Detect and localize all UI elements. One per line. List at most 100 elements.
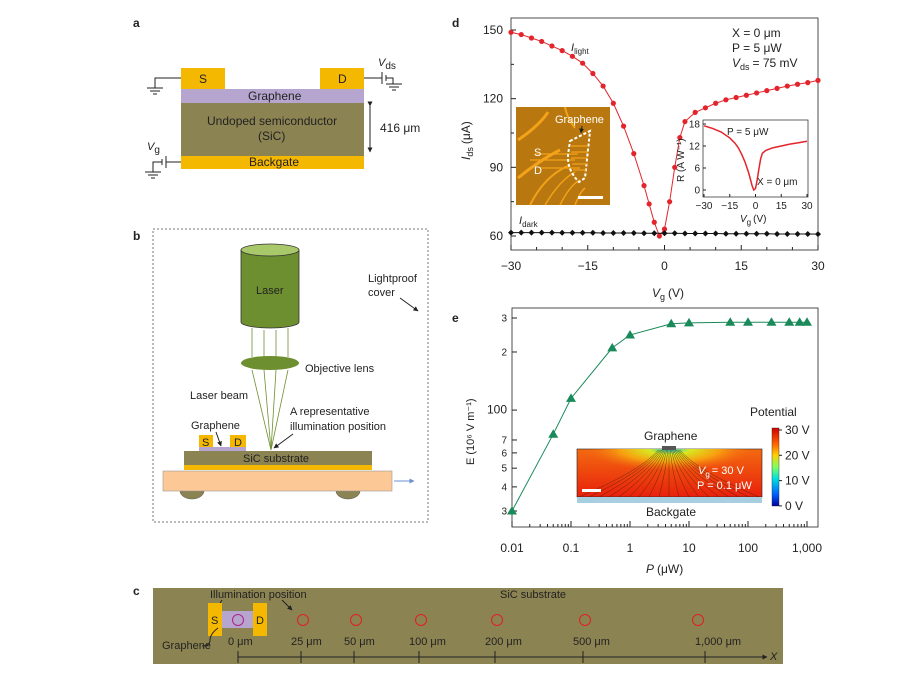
data-point-light <box>794 81 801 87</box>
inset-vg-label: Vg = 30 V <box>698 465 745 479</box>
data-point-dark <box>538 229 545 236</box>
inset-x-tick-label: 30 <box>801 201 813 212</box>
y-axis-label-d: Ids(μA) <box>459 121 475 160</box>
panel-label-c: c <box>133 584 140 598</box>
graphene-c <box>222 611 253 628</box>
illumination-spot <box>297 614 309 626</box>
substrate-label-b: SiC substrate <box>243 453 309 465</box>
inset-y-tick-label: 6 <box>694 164 700 175</box>
colorbar-ticks: 30 V 20 V 10 V 0 V <box>779 423 810 513</box>
data-point-light <box>702 105 709 111</box>
inset-y-label: R (A W⁻¹) <box>676 138 687 182</box>
responsivity-inset-frame <box>702 119 809 198</box>
drain-label-c: D <box>256 615 264 627</box>
illumination-spot <box>579 614 591 626</box>
inset-x-label: Vg (V) <box>740 214 766 227</box>
data-point-dark <box>579 229 586 236</box>
data-point-dark <box>610 230 617 237</box>
illumination-spot <box>692 614 704 626</box>
data-point <box>625 329 635 339</box>
data-point-light <box>559 48 565 54</box>
data-point-light <box>590 70 596 77</box>
data-point-light <box>754 90 760 96</box>
data-point-light <box>713 100 719 106</box>
data-point-dark <box>692 230 699 237</box>
data-point-dark <box>753 230 760 237</box>
field-line <box>671 449 690 498</box>
inset-x-tick-label: 15 <box>776 201 788 212</box>
data-point-light <box>764 88 770 94</box>
data-point-light <box>508 29 514 35</box>
data-point <box>743 317 753 326</box>
y-axis-label-e: E (10⁶ V m⁻¹) <box>465 398 477 465</box>
illumination-spot <box>491 614 503 626</box>
series-label-light: Ilight <box>571 42 590 56</box>
objective-label: Objective lens <box>305 363 375 375</box>
position-label: 50 μm <box>344 636 375 648</box>
substrate-label-1: Undoped semiconductor <box>207 114 337 128</box>
field-line <box>669 449 680 498</box>
beam-label: Laser beam <box>190 390 248 402</box>
inset-annotation-x: X = 0 μm <box>757 177 798 188</box>
data-point <box>666 318 677 328</box>
y-tick-label: 3 <box>501 314 507 325</box>
panel-label-e: e <box>452 311 459 325</box>
annotation-p: P = 5 μW <box>732 41 782 55</box>
field-line <box>628 449 665 498</box>
objective-lens <box>241 356 299 370</box>
field-line <box>674 449 720 498</box>
y-tick-label: 3 <box>501 507 507 518</box>
x-tick-label: 0.1 <box>563 541 580 555</box>
inset-y-tick-label: 0 <box>694 186 700 197</box>
data-point-light <box>677 134 683 141</box>
panel-b: b Laser Objective lens Laser beam Lightp… <box>133 228 429 523</box>
field-line <box>677 449 740 498</box>
data-point-dark <box>671 230 678 237</box>
x-tick-label: 30 <box>811 259 825 273</box>
data-point <box>684 317 694 327</box>
data-point-dark <box>518 229 525 236</box>
data-point <box>794 317 805 326</box>
field-line <box>638 449 666 498</box>
x-tick-label: 0 <box>661 259 668 273</box>
data-point-dark <box>681 230 688 237</box>
data-point-dark <box>794 230 801 237</box>
potential-map-inset: Graphene Backgate Vg = 30 V P = 0.1 μW Po… <box>576 405 810 519</box>
position-label: 0 μm <box>228 636 253 648</box>
inset-backgate-label: Backgate <box>646 505 696 519</box>
source-label-b: S <box>202 437 209 449</box>
data-point-dark <box>620 230 627 237</box>
data-point <box>607 342 618 352</box>
position-label-1: A representative <box>290 406 370 418</box>
stage-wheels <box>179 490 361 500</box>
annotation-vds: Vds = 75 mV <box>732 56 798 72</box>
cover-label-2: cover <box>368 287 395 299</box>
responsivity-curve <box>703 125 808 192</box>
x-tick-label: 10 <box>682 541 696 555</box>
illumination-arrow <box>281 599 293 611</box>
data-point-light <box>656 233 662 239</box>
graphene-electrode <box>662 446 676 450</box>
lightproof-cover <box>152 228 429 523</box>
data-point-light <box>549 43 555 49</box>
y-tick-label: 7 <box>501 435 507 446</box>
data-point-light <box>667 199 673 205</box>
backgate-b <box>184 465 372 470</box>
colorbar-tick-label: 10 V <box>785 474 810 488</box>
colorbar-title: Potential <box>750 405 797 419</box>
photo-graphene-arrow <box>579 125 585 134</box>
inset-x-tick-label: −30 <box>696 201 713 212</box>
data-point-dark <box>641 230 648 237</box>
data-point <box>725 317 736 326</box>
data-point-dark <box>774 230 781 237</box>
panel-e: e 0.01 0.1 1 10 100 1,000 3 4 5 6 7 100 2 3 P (μW) E (… <box>452 307 822 576</box>
inset-graphene-label: Graphene <box>644 429 698 443</box>
photo-graphene-label: Graphene <box>555 114 604 126</box>
graphene-arrow <box>215 431 222 447</box>
position-arrow <box>273 433 294 449</box>
drain-label-b: D <box>234 437 242 449</box>
data-point-light <box>651 219 657 225</box>
illumination-positions: 0 μm 25 μm 50 μm 100 μm 200 μm 500 μm 1,000 μm <box>228 614 741 663</box>
